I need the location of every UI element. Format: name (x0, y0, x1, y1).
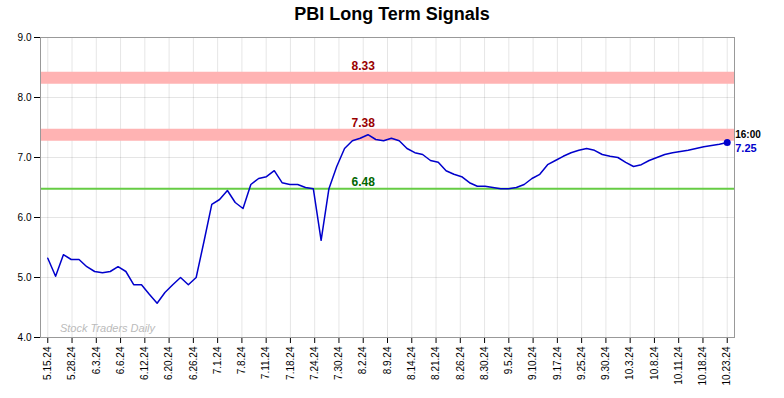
svg-text:10.8.24: 10.8.24 (649, 346, 660, 380)
svg-text:16:00: 16:00 (735, 129, 761, 140)
svg-text:7.8.24: 7.8.24 (236, 346, 247, 374)
html-text:PBI Long Term Signals: PBI Long Term Signals (294, 4, 490, 24)
svg-text:7.30.24: 7.30.24 (333, 346, 344, 380)
svg-text:10.18.24: 10.18.24 (697, 346, 708, 385)
svg-text:5.0: 5.0 (18, 272, 32, 283)
svg-text:9.30.24: 9.30.24 (600, 346, 611, 380)
svg-text:6.12.24: 6.12.24 (139, 346, 150, 380)
svg-text:4.0: 4.0 (18, 332, 32, 343)
svg-text:10.23.24: 10.23.24 (721, 346, 732, 385)
svg-text:6.20.24: 6.20.24 (163, 346, 174, 380)
svg-text:10.3.24: 10.3.24 (624, 346, 635, 380)
svg-text:5.15.24: 5.15.24 (42, 346, 53, 380)
svg-text:7.24.24: 7.24.24 (309, 346, 320, 380)
svg-text:6.3.24: 6.3.24 (91, 346, 102, 374)
svg-text:6.48: 6.48 (352, 175, 376, 189)
svg-text:9.0: 9.0 (18, 32, 32, 43)
svg-text:7.11.24: 7.11.24 (260, 346, 271, 379)
svg-text:10.11.24: 10.11.24 (673, 346, 684, 385)
svg-text:7.18.24: 7.18.24 (285, 346, 296, 380)
svg-text:8.21.24: 8.21.24 (430, 346, 441, 380)
svg-text:5.28.24: 5.28.24 (66, 346, 77, 380)
svg-text:9.25.24: 9.25.24 (576, 346, 587, 380)
svg-text:Stock Traders Daily: Stock Traders Daily (60, 322, 157, 334)
svg-text:6.0: 6.0 (18, 212, 32, 223)
svg-text:8.9.24: 8.9.24 (382, 346, 393, 374)
svg-text:6.6.24: 6.6.24 (115, 346, 126, 374)
svg-text:8.26.24: 8.26.24 (454, 346, 465, 380)
svg-text:8.14.24: 8.14.24 (406, 346, 417, 380)
svg-text:6.26.24: 6.26.24 (188, 346, 199, 380)
svg-text:7.1.24: 7.1.24 (212, 346, 223, 374)
svg-text:7.38: 7.38 (352, 116, 376, 130)
svg-text:9.17.24: 9.17.24 (552, 346, 563, 380)
svg-text:8.0: 8.0 (18, 92, 32, 103)
svg-text:8.30.24: 8.30.24 (479, 346, 490, 380)
svg-text:8.2.24: 8.2.24 (357, 346, 368, 374)
svg-text:7.25: 7.25 (735, 142, 756, 154)
svg-text:7.0: 7.0 (18, 152, 32, 163)
svg-text:9.10.24: 9.10.24 (527, 346, 538, 380)
svg-text:8.33: 8.33 (352, 59, 376, 73)
svg-text:9.5.24: 9.5.24 (503, 346, 514, 374)
